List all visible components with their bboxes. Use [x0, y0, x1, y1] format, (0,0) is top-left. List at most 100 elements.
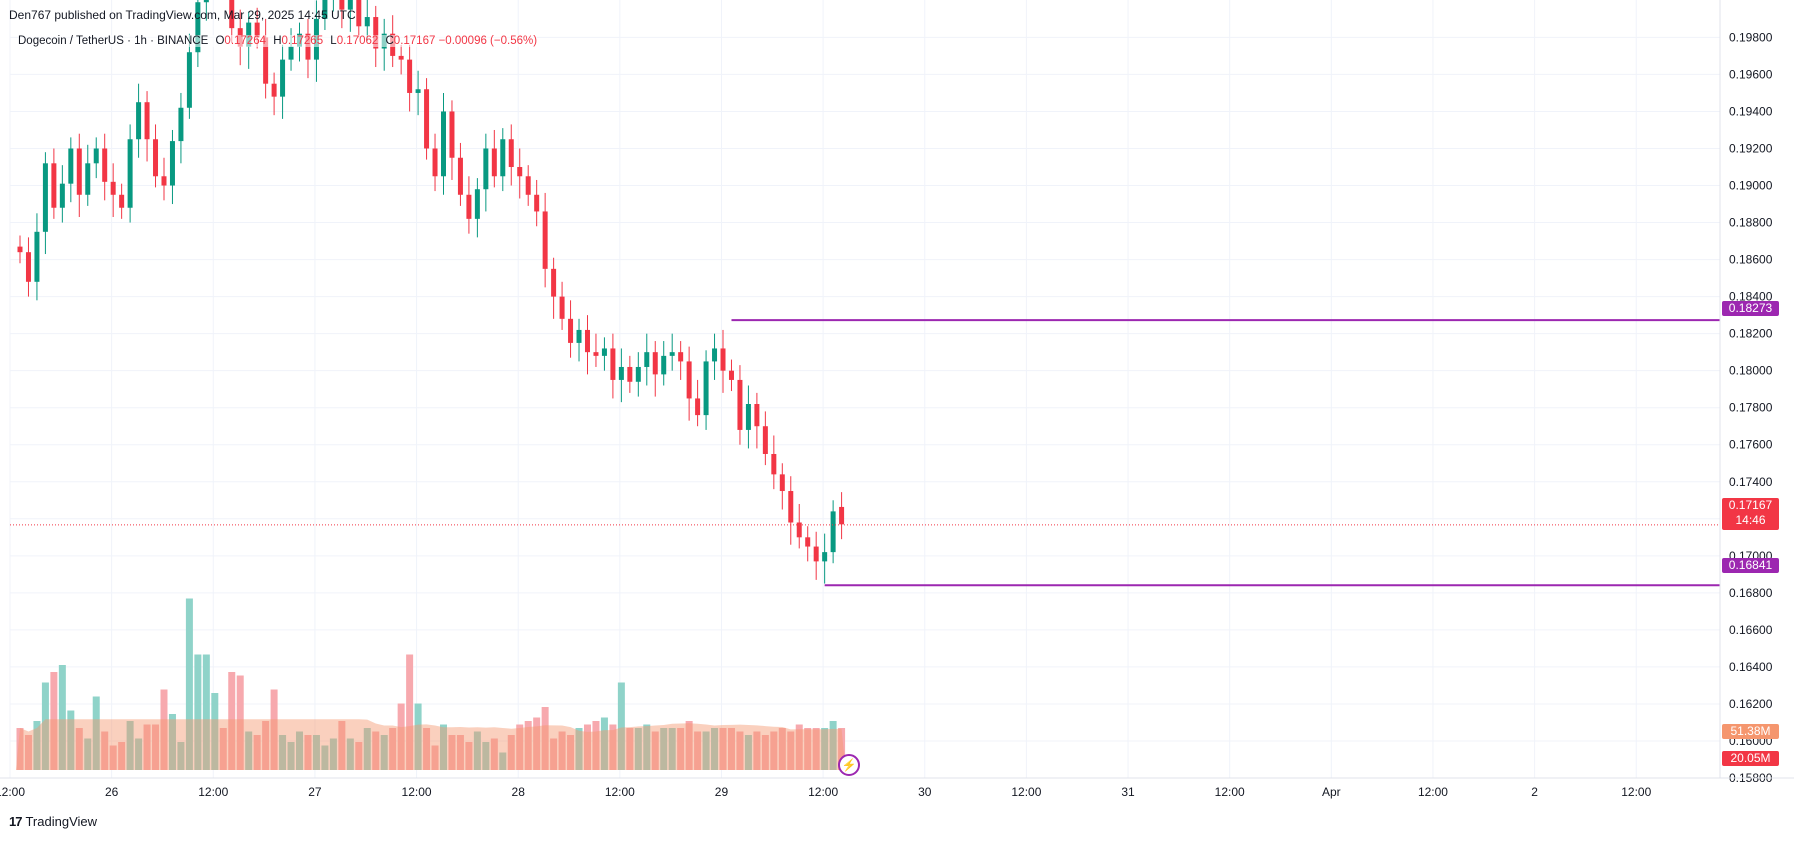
candle[interactable]	[517, 148, 523, 199]
volume-bar[interactable]	[245, 731, 253, 771]
candle[interactable]	[771, 435, 777, 490]
candle[interactable]	[144, 91, 150, 162]
volume-bar[interactable]	[109, 745, 117, 771]
candle[interactable]	[432, 133, 438, 192]
candle[interactable]	[229, 0, 235, 43]
volume-bar[interactable]	[101, 731, 109, 771]
candle[interactable]	[474, 178, 480, 238]
candle[interactable]	[398, 44, 404, 75]
candle[interactable]	[534, 179, 540, 227]
volume-bar[interactable]	[770, 731, 778, 771]
candle[interactable]	[68, 137, 74, 203]
volume-bar[interactable]	[516, 724, 524, 771]
volume-bar[interactable]	[643, 724, 651, 771]
candle[interactable]	[568, 300, 574, 358]
volume-bar[interactable]	[431, 745, 439, 771]
volume-bar[interactable]	[152, 724, 160, 771]
volume-bar[interactable]	[287, 742, 295, 770]
volume-bar[interactable]	[711, 728, 719, 770]
candle[interactable]	[779, 463, 785, 510]
volume-bar[interactable]	[143, 724, 151, 771]
candle[interactable]	[322, 0, 328, 30]
candle[interactable]	[93, 137, 99, 179]
candle[interactable]	[59, 165, 65, 223]
volume-bar[interactable]	[135, 738, 143, 771]
volume-bar[interactable]	[414, 703, 422, 771]
volume-bar[interactable]	[406, 654, 414, 771]
volume-bar[interactable]	[321, 745, 329, 771]
volume-bar[interactable]	[177, 742, 185, 770]
candle[interactable]	[186, 33, 192, 119]
candle[interactable]	[102, 133, 108, 201]
volume-bar[interactable]	[118, 742, 126, 770]
candle[interactable]	[127, 124, 133, 223]
volume-bar[interactable]	[795, 724, 803, 771]
volume-bar[interactable]	[219, 728, 227, 770]
volume-bar[interactable]	[168, 714, 176, 770]
candle[interactable]	[364, 0, 370, 42]
volume-bar[interactable]	[490, 738, 498, 771]
volume-bar[interactable]	[829, 721, 837, 770]
candle[interactable]	[576, 318, 582, 362]
candle[interactable]	[728, 359, 734, 392]
volume-bar[interactable]	[677, 728, 685, 770]
volume-bar[interactable]	[736, 731, 744, 771]
volume-bar[interactable]	[24, 735, 32, 770]
candle[interactable]	[85, 144, 91, 206]
candle[interactable]	[34, 213, 40, 301]
volume-bar[interactable]	[473, 731, 481, 771]
candle[interactable]	[788, 476, 794, 545]
candle[interactable]	[745, 385, 751, 449]
candle[interactable]	[424, 78, 430, 160]
volume-bar[interactable]	[753, 731, 761, 771]
volume-bar[interactable]	[202, 654, 210, 771]
volume-bar[interactable]	[279, 735, 287, 770]
candle[interactable]	[737, 365, 743, 445]
candle[interactable]	[813, 531, 819, 580]
volume-bar[interactable]	[634, 728, 642, 770]
volume-bar[interactable]	[575, 728, 583, 770]
volume-bar[interactable]	[482, 742, 490, 770]
volume-bar[interactable]	[355, 742, 363, 770]
volume-bar[interactable]	[84, 738, 92, 771]
volume-bar[interactable]	[296, 731, 304, 771]
candle[interactable]	[195, 0, 201, 68]
volume-bar[interactable]	[660, 728, 668, 770]
volume-bar[interactable]	[694, 731, 702, 771]
volume-bar[interactable]	[346, 738, 354, 771]
candle[interactable]	[703, 350, 709, 430]
candle[interactable]	[153, 124, 159, 188]
volume-bar[interactable]	[160, 689, 168, 771]
volume-bar[interactable]	[16, 728, 24, 770]
candle[interactable]	[457, 142, 463, 206]
candle[interactable]	[356, 0, 362, 38]
volume-bar[interactable]	[372, 731, 380, 771]
candle[interactable]	[449, 100, 455, 180]
candle[interactable]	[542, 192, 548, 288]
volume-bar[interactable]	[668, 728, 676, 770]
volume-bar[interactable]	[67, 710, 75, 771]
candle[interactable]	[754, 392, 760, 449]
candle[interactable]	[712, 333, 718, 380]
volume-bar[interactable]	[821, 728, 829, 770]
candle[interactable]	[652, 341, 658, 397]
volume-bar[interactable]	[329, 738, 337, 771]
candle[interactable]	[441, 92, 446, 195]
volume-bar[interactable]	[600, 717, 608, 771]
candle[interactable]	[610, 333, 616, 399]
candle[interactable]	[525, 165, 531, 206]
candle[interactable]	[42, 152, 48, 255]
volume-bar[interactable]	[92, 696, 100, 771]
volume-bar[interactable]	[465, 742, 473, 770]
candle[interactable]	[762, 411, 768, 466]
candle[interactable]	[271, 72, 277, 116]
candle[interactable]	[839, 492, 845, 540]
candle[interactable]	[644, 333, 650, 386]
volume-bar[interactable]	[567, 735, 575, 770]
candle[interactable]	[17, 235, 23, 264]
volume-bar[interactable]	[727, 728, 735, 770]
volume-bar[interactable]	[50, 672, 58, 770]
candle[interactable]	[76, 133, 82, 217]
candle[interactable]	[25, 237, 31, 297]
volume-bar[interactable]	[761, 735, 769, 770]
